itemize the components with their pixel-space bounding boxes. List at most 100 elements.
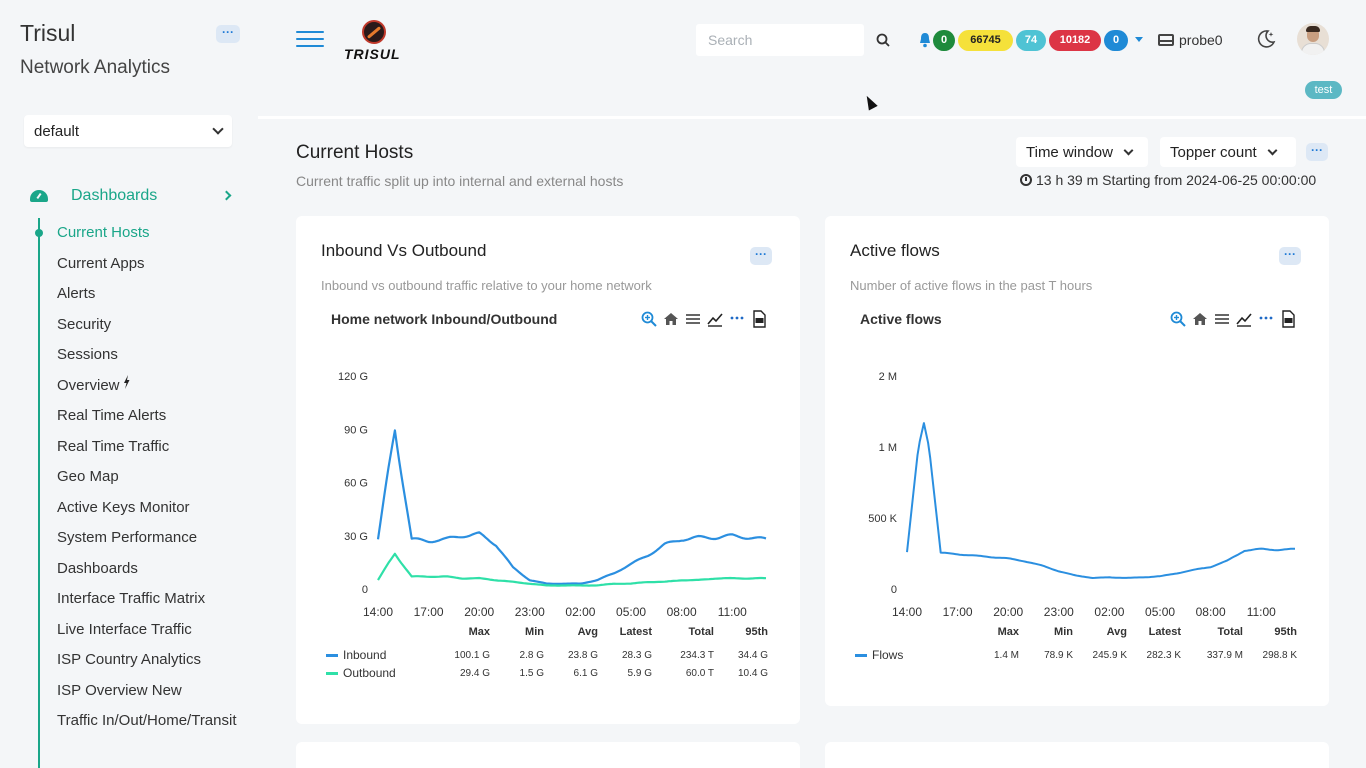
- sidebar-item-isp-country-analytics[interactable]: ISP Country Analytics: [57, 651, 201, 668]
- avatar[interactable]: [1297, 23, 1329, 55]
- stats-row[interactable]: Outbound 29.4 G 1.5 G 6.1 G 5.9 G 60.0 T 10.4 …: [326, 664, 776, 682]
- stats-header: Max: [997, 626, 1019, 638]
- home-icon[interactable]: [1191, 310, 1209, 328]
- moon-icon[interactable]: [1256, 29, 1276, 49]
- stats-header-row: Max Min Avg Latest Total 95th: [326, 626, 776, 646]
- y-tick-label: 0: [891, 584, 897, 596]
- nav-group-dashboards[interactable]: Dashboards: [30, 184, 240, 208]
- stats-value: 60.0 T: [685, 667, 714, 679]
- y-tick-label: 500 K: [868, 513, 897, 525]
- stats-row[interactable]: Inbound 100.1 G 2.8 G 23.8 G 28.3 G 234.3 T 34…: [326, 646, 776, 664]
- sidebar-item-real-time-alerts[interactable]: Real Time Alerts: [57, 407, 167, 424]
- topper-count-dropdown[interactable]: Topper count: [1160, 137, 1296, 167]
- sidebar-item-dashboards[interactable]: Dashboards: [57, 559, 138, 577]
- alerts-blue-badge[interactable]: 0: [1104, 30, 1128, 51]
- alerts-red-badge[interactable]: 10182: [1049, 30, 1101, 51]
- nav-group-label: Dashboards: [71, 187, 158, 204]
- dashboard-gauge-icon: [30, 190, 48, 202]
- bolt-icon: [123, 374, 130, 389]
- stats-header: 95th: [745, 626, 768, 638]
- hamburger-menu-icon[interactable]: [296, 31, 324, 49]
- csv-export-icon[interactable]: [1279, 310, 1297, 328]
- sidebar-item-real-time-traffic[interactable]: Real Time Traffic: [57, 437, 170, 455]
- legend-entry[interactable]: Outbound: [326, 666, 436, 680]
- sidebar-item-isp-overview-new[interactable]: ISP Overview New: [57, 681, 182, 699]
- brand-title: Trisul: [20, 20, 76, 46]
- stats-row[interactable]: Flows 1.4 M 78.9 K 245.9 K 282.3 K 337.9 M 298…: [855, 646, 1305, 664]
- chart-stats-table: Max Min Avg Latest Total 95th Inbound 100.1 G 2.…: [326, 626, 776, 682]
- series-line-outbound[interactable]: [377, 552, 767, 587]
- page-more-button[interactable]: ···: [1306, 143, 1328, 161]
- stats-value: 100.1 G: [454, 649, 490, 661]
- sidebar-item-traffic-in-out[interactable]: Traffic In/Out/Home/Transit: [57, 712, 237, 729]
- list-icon[interactable]: [1213, 310, 1231, 328]
- context-select[interactable]: default: [24, 115, 232, 147]
- home-icon[interactable]: [662, 310, 680, 328]
- stats-header: Avg: [1106, 626, 1127, 638]
- chevron-right-icon: [221, 190, 232, 201]
- inbound-outbound-chart[interactable]: 0 30 G 60 G 90 G 120 G 14:00 17:00 20:00 23:00 02…: [296, 346, 800, 626]
- legend-entry[interactable]: Inbound: [326, 648, 436, 662]
- search-icon[interactable]: [876, 33, 890, 47]
- csv-export-icon[interactable]: [750, 310, 768, 328]
- more-icon[interactable]: [728, 310, 746, 328]
- sidebar-item-live-interface-traffic[interactable]: Live Interface Traffic: [57, 620, 192, 638]
- zoom-in-icon[interactable]: [640, 310, 658, 328]
- sidebar-item-active-keys-monitor[interactable]: Active Keys Monitor: [57, 498, 190, 516]
- bell-icon[interactable]: [918, 32, 932, 48]
- sidebar-item-system-performance[interactable]: System Performance: [57, 529, 198, 546]
- sidebar-more-button[interactable]: ···: [216, 25, 240, 43]
- notification-count-badge[interactable]: 0: [933, 30, 955, 51]
- zoom-in-icon[interactable]: [1169, 310, 1187, 328]
- sidebar-item-sessions[interactable]: Sessions: [57, 346, 118, 363]
- chart-title: Home network Inbound/Outbound: [331, 311, 558, 327]
- series-line-inbound[interactable]: [376, 429, 767, 585]
- search-input[interactable]: [696, 24, 864, 56]
- stats-value: 6.1 G: [573, 667, 598, 679]
- x-tick-label: 05:00: [1145, 605, 1175, 619]
- sidebar-item-interface-traffic-matrix[interactable]: Interface Traffic Matrix: [57, 590, 206, 607]
- hard-drive-icon: [1158, 34, 1174, 46]
- y-tick-label: 60 G: [344, 478, 368, 490]
- time-range-text: 13 h 39 m Starting from 2024-06-25 00:00…: [1036, 172, 1317, 188]
- sidebar-item-alerts[interactable]: Alerts: [57, 285, 96, 302]
- stats-value: 29.4 G: [459, 667, 490, 679]
- y-tick-label: 30 G: [344, 531, 368, 543]
- series-line-flows[interactable]: [906, 422, 1295, 579]
- user-tag-badge: test: [1305, 81, 1342, 99]
- card-more-button[interactable]: ···: [1279, 247, 1301, 265]
- x-tick-label: 23:00: [1044, 605, 1074, 619]
- stats-value: 34.4 G: [737, 649, 768, 661]
- clock-icon: [1020, 174, 1032, 186]
- card-active-flows: Active flows Number of active flows in t…: [825, 216, 1329, 706]
- stats-value: 234.3 T: [680, 649, 714, 661]
- line-chart-icon[interactable]: [706, 310, 724, 328]
- stats-value: 5.9 G: [627, 667, 652, 679]
- legend-entry[interactable]: Flows: [855, 648, 965, 662]
- card-more-button[interactable]: ···: [750, 247, 772, 265]
- probe-selector[interactable]: probe0: [1158, 30, 1223, 50]
- x-tick-label: 08:00: [667, 605, 697, 619]
- card-inbound-outbound: Inbound Vs Outbound Inbound vs outbound …: [296, 216, 800, 724]
- trisul-logo[interactable]: TRISUL: [344, 20, 406, 62]
- alerts-yellow-badge[interactable]: 66745: [958, 30, 1013, 51]
- x-tick-label: 17:00: [943, 605, 973, 619]
- sidebar-item-current-apps[interactable]: Current Apps: [57, 254, 145, 272]
- sidebar-item-geo-map[interactable]: Geo Map: [57, 468, 119, 485]
- sidebar-item-current-hosts[interactable]: Current Hosts: [57, 224, 150, 241]
- time-window-dropdown[interactable]: Time window: [1016, 137, 1148, 167]
- sidebar-item-security[interactable]: Security: [57, 315, 112, 333]
- active-flows-chart[interactable]: 0 500 K 1 M 2 M 14:00 17:00 20:00 23:00 02:00 05:…: [825, 346, 1329, 626]
- sidebar-item-overview[interactable]: Overview: [57, 374, 247, 405]
- more-icon[interactable]: [1257, 310, 1275, 328]
- alerts-teal-badge[interactable]: 74: [1016, 30, 1046, 51]
- list-icon[interactable]: [684, 310, 702, 328]
- caret-down-icon[interactable]: [1135, 37, 1143, 42]
- chart-stats-table: Max Min Avg Latest Total 95th Flows 1.4 M 78.9 K…: [855, 626, 1305, 664]
- nav-tree-line: [38, 218, 40, 768]
- nav-items: Current Hosts Current Apps Alerts Securi…: [57, 221, 247, 759]
- line-chart-icon[interactable]: [1235, 310, 1253, 328]
- chart-toolbar: [640, 310, 768, 328]
- topper-count-label: Topper count: [1170, 143, 1257, 161]
- x-tick-label: 11:00: [1247, 605, 1276, 619]
